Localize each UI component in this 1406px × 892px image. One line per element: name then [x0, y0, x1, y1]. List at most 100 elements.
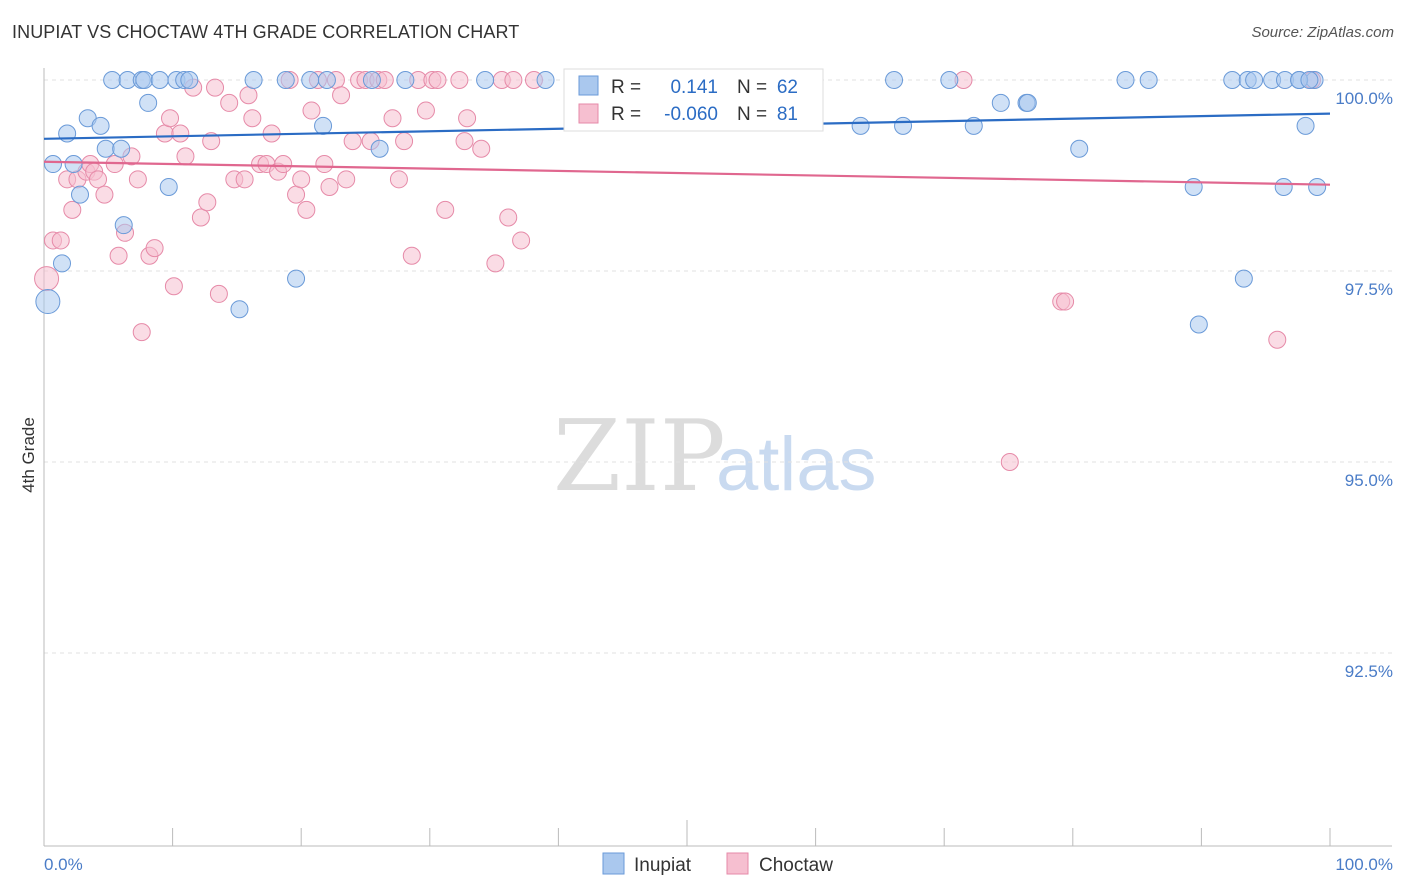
inupiat-point — [1245, 71, 1264, 89]
choctaw-point — [191, 208, 210, 227]
y-tick-label: 97.5% — [1345, 280, 1393, 299]
inupiat-point — [362, 71, 381, 89]
choctaw-point — [128, 170, 147, 189]
inupiat-point — [317, 71, 336, 89]
choctaw-point — [332, 86, 351, 105]
stats-inupiat-n-value: 62 — [777, 77, 798, 98]
inupiat-point — [64, 155, 83, 174]
choctaw-point — [292, 170, 311, 189]
inupiat-point — [103, 71, 122, 89]
inupiat-point — [1116, 71, 1135, 89]
choctaw-point — [343, 132, 362, 151]
choctaw-point — [198, 193, 217, 212]
inupiat-point — [396, 71, 415, 89]
inupiat-point — [1296, 116, 1315, 135]
choctaw-point — [389, 170, 408, 189]
choctaw-point — [239, 86, 258, 105]
choctaw-point — [176, 147, 195, 166]
x-tick-label-min: 0.0% — [44, 855, 83, 874]
choctaw-point — [274, 155, 293, 174]
inupiat-point — [276, 71, 295, 89]
inupiat-point — [244, 71, 263, 89]
choctaw-point — [315, 155, 334, 174]
choctaw-point — [34, 266, 60, 292]
stats-choctaw-n-label: N = — [737, 104, 767, 125]
inupiat-point — [536, 71, 555, 89]
inupiat-point — [314, 116, 333, 135]
choctaw-point — [51, 231, 70, 250]
choctaw-point — [243, 109, 262, 128]
choctaw-point — [428, 71, 447, 89]
bottom-legend: Inupiat Choctaw — [602, 852, 833, 876]
legend-inupiat-label[interactable]: Inupiat — [634, 855, 692, 876]
choctaw-point — [416, 101, 435, 120]
choctaw-point — [145, 239, 164, 258]
inupiat-point — [885, 71, 904, 89]
stats-inupiat-n-label: N = — [737, 77, 767, 98]
choctaw-point — [89, 170, 108, 189]
inupiat-point — [71, 185, 90, 204]
choctaw-point — [164, 277, 183, 296]
inupiat-point — [1234, 269, 1253, 288]
choctaw-point — [155, 124, 174, 143]
inupiat-point — [894, 116, 913, 135]
choctaw-point — [395, 132, 414, 151]
axes: 100.0% 97.5% 95.0% 92.5% 0.0% 100.0% — [43, 68, 1393, 874]
watermark-zip: ZIP — [553, 400, 726, 514]
choctaw-point — [504, 71, 523, 89]
choctaw-point — [455, 132, 474, 151]
inupiat-point — [96, 139, 115, 158]
x-tick-label-max: 100.0% — [1335, 855, 1393, 874]
choctaw-trend-line — [43, 160, 1331, 186]
chart-title: INUPIAT VS CHOCTAW 4TH GRADE CORRELATION… — [12, 22, 520, 42]
inupiat-point — [301, 71, 320, 89]
choctaw-point — [209, 284, 228, 303]
choctaw-point — [1000, 453, 1019, 471]
choctaw-point — [95, 185, 114, 204]
choctaw-point — [1056, 292, 1075, 311]
choctaw-point — [287, 185, 306, 204]
choctaw-point — [512, 231, 531, 250]
choctaw-point — [235, 170, 254, 189]
y-tick-label: 100.0% — [1335, 89, 1393, 108]
inupiat-point — [135, 71, 154, 89]
inupiat-point — [180, 71, 199, 89]
inupiat-point — [1018, 93, 1037, 112]
inupiat-point — [1223, 71, 1242, 89]
choctaw-point — [206, 78, 225, 97]
inupiat-point — [150, 71, 169, 89]
inupiat-point — [1070, 139, 1089, 158]
legend-inupiat-swatch[interactable] — [602, 852, 625, 875]
inupiat-point — [1300, 71, 1319, 89]
inupiat-point — [139, 93, 158, 112]
inupiat-point — [851, 116, 870, 135]
choctaw-point — [499, 208, 518, 227]
watermark-atlas: atlas — [716, 422, 877, 507]
choctaw-point — [320, 177, 339, 196]
legend-choctaw-label[interactable]: Choctaw — [759, 855, 833, 876]
inupiat-point — [91, 116, 110, 135]
inupiat-point — [991, 93, 1010, 112]
choctaw-point — [472, 139, 491, 158]
inupiat-point — [287, 269, 306, 288]
choctaw-point — [302, 101, 321, 120]
stats-choctaw-swatch — [578, 103, 599, 124]
inupiat-point — [112, 139, 131, 158]
choctaw-point — [1268, 330, 1287, 349]
inupiat-point — [35, 289, 61, 315]
stats-inupiat-r-value: 0.141 — [670, 77, 718, 98]
inupiat-point — [159, 177, 178, 196]
inupiat-point — [940, 71, 959, 89]
choctaw-point — [383, 109, 402, 128]
stats-legend-box — [563, 68, 824, 132]
choctaw-point — [458, 109, 477, 128]
inupiat-point — [370, 139, 389, 158]
stats-choctaw-r-label: R = — [611, 104, 641, 125]
choctaw-point — [436, 200, 455, 219]
choctaw-point — [450, 71, 469, 89]
inupiat-point — [476, 71, 495, 89]
choctaw-point — [63, 200, 82, 219]
inupiat-point — [1139, 71, 1158, 89]
watermark: ZIP atlas — [553, 400, 877, 514]
legend-choctaw-swatch[interactable] — [726, 852, 749, 875]
